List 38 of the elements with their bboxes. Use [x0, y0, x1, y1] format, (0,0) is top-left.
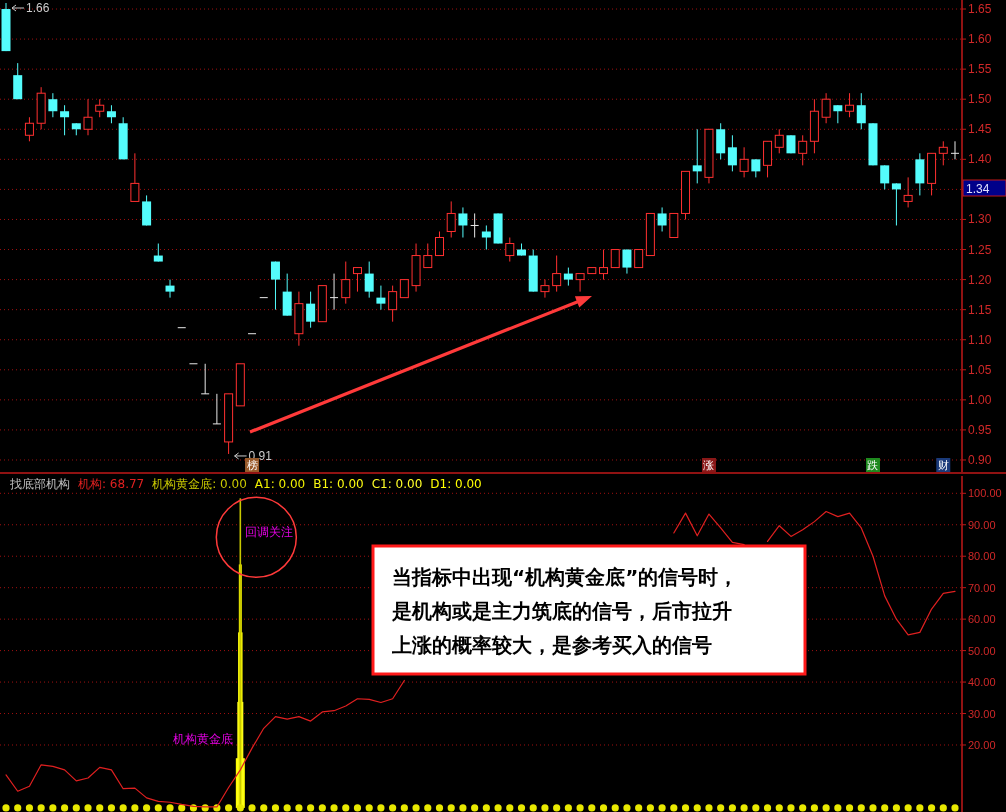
badge: 财 — [936, 458, 951, 472]
y-tick-label: 1.00 — [968, 392, 992, 407]
y-tick-label: 0.95 — [968, 422, 992, 437]
note: 当指标中出现“机构黄金底”的信号时，是机构或是主力筑底的信号，后市拉升上涨的概率较大，是参考买入的信号 — [371, 544, 807, 676]
annotation: 回调关注 — [245, 525, 294, 540]
text: 机构: 68.77 — [78, 477, 145, 491]
y-tick-label: 1.45 — [968, 122, 992, 137]
y-tick-label: 1.25 — [968, 242, 992, 257]
y-tick-label: 1.65 — [968, 2, 992, 17]
annotation: 1.66 — [26, 1, 50, 15]
text: A1: 0.00 — [254, 477, 306, 491]
y-tick-label: 0.90 — [968, 452, 992, 467]
text: B1: 0.00 — [313, 477, 364, 491]
chart-title: 找底部机构 — [9, 477, 70, 491]
y-tick-label: 1.05 — [968, 362, 992, 377]
y-tick-label: 1.30 — [968, 212, 992, 227]
y-tick-label: 80.00 — [968, 550, 996, 563]
y-tick-label: 50.00 — [968, 644, 996, 657]
y-tick-label: 1.10 — [968, 332, 992, 347]
price-tag: 1.34 — [962, 179, 1006, 197]
y-tick-label: 1.20 — [968, 272, 992, 287]
text: D1: 0.00 — [430, 477, 482, 491]
annotation: 机构黄金底 — [173, 732, 234, 747]
text: C1: 0.00 — [371, 477, 423, 491]
y-tick-label: 20.00 — [968, 738, 996, 751]
y-tick-label: 100.00 — [968, 487, 1002, 500]
y-tick-label: 30.00 — [968, 707, 996, 720]
y-tick-label: 1.15 — [968, 302, 992, 317]
y-tick-label: 1.60 — [968, 32, 992, 47]
y-tick-label: 1.55 — [968, 62, 992, 77]
y-tick-label: 70.00 — [968, 581, 996, 594]
annotation: 当指标中出现“机构黄金底”的信号时，是机构或是主力筑底的信号，后市拉升上涨的概率较大，是参考买入的信号 — [391, 565, 739, 657]
y-tick-label: 40.00 — [968, 676, 996, 689]
y-tick-label: 1.40 — [968, 152, 992, 167]
y-tick-label: 60.00 — [968, 613, 996, 626]
series-label: 机构黄金底: 0.00 — [152, 477, 247, 491]
y-tick-label: 90.00 — [968, 518, 996, 531]
y-tick-label: 1.50 — [968, 92, 992, 107]
